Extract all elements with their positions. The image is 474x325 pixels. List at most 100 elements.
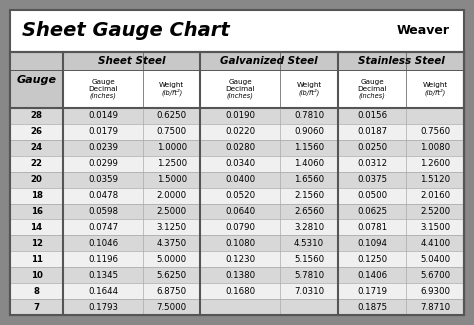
Text: Galvanized Steel: Galvanized Steel [220,56,318,66]
Text: 0.0280: 0.0280 [225,143,255,152]
Text: 0.1080: 0.1080 [225,239,255,248]
Text: Sheet Gauge Chart: Sheet Gauge Chart [22,21,230,41]
Bar [10,52,464,315]
Text: 0.0400: 0.0400 [225,175,255,184]
Text: 1.5120: 1.5120 [420,175,450,184]
Text: 6.8750: 6.8750 [156,287,187,296]
Text: 0.0359: 0.0359 [88,175,118,184]
Text: 0.0747: 0.0747 [88,223,118,232]
Text: 0.1046: 0.1046 [88,239,118,248]
Bar [10,299,464,315]
Bar [10,188,464,203]
Text: Gauge: Gauge [17,75,56,85]
Text: Gauge: Gauge [360,79,384,85]
Text: 0.0478: 0.0478 [88,191,118,200]
Text: 0.0156: 0.0156 [357,111,387,121]
Text: 0.0239: 0.0239 [88,143,118,152]
Text: 0.0598: 0.0598 [88,207,118,216]
Text: 0.0500: 0.0500 [357,191,387,200]
Text: 20: 20 [31,175,43,184]
Text: 18: 18 [31,191,43,200]
Text: 7.0310: 7.0310 [294,287,324,296]
Text: 0.0520: 0.0520 [225,191,255,200]
Bar [10,172,464,188]
Text: 12: 12 [31,239,43,248]
Text: 0.1094: 0.1094 [357,239,387,248]
Text: 2.6560: 2.6560 [294,207,324,216]
Text: 0.0220: 0.0220 [225,127,255,136]
Text: 0.0640: 0.0640 [225,207,255,216]
Text: 0.0299: 0.0299 [88,159,118,168]
Text: 7.5000: 7.5000 [156,303,187,312]
Text: 4.5310: 4.5310 [294,239,324,248]
Text: 1.4060: 1.4060 [294,159,324,168]
Text: 0.7500: 0.7500 [156,127,187,136]
Text: 5.6700: 5.6700 [420,271,450,280]
Text: 0.7810: 0.7810 [294,111,324,121]
Text: 0.6250: 0.6250 [156,111,187,121]
Text: (lb/ft²): (lb/ft²) [298,89,319,96]
Text: 5.7810: 5.7810 [294,271,324,280]
Text: 24: 24 [30,143,43,152]
Text: 0.0790: 0.0790 [225,223,255,232]
Text: 1.0080: 1.0080 [420,143,450,152]
Bar [10,156,464,172]
Text: 0.1793: 0.1793 [88,303,118,312]
Text: 16: 16 [31,207,43,216]
Text: 0.1406: 0.1406 [357,271,387,280]
Text: Sheet Steel: Sheet Steel [98,56,165,66]
Text: (inches): (inches) [90,93,117,99]
Bar [10,267,464,283]
Text: Gauge: Gauge [91,79,115,85]
Text: 0.0781: 0.0781 [357,223,387,232]
Text: 0.1345: 0.1345 [88,271,118,280]
Bar [10,203,464,219]
Text: 0.1380: 0.1380 [225,271,255,280]
Bar [10,251,464,267]
Text: 14: 14 [30,223,43,232]
Text: Weaver: Weaver [397,24,450,37]
Bar [10,140,464,156]
Text: 1.2500: 1.2500 [156,159,187,168]
Text: Gauge: Gauge [228,79,252,85]
Text: 0.0190: 0.0190 [225,111,255,121]
Text: Decimal: Decimal [357,86,387,92]
Text: Decimal: Decimal [226,86,255,92]
Text: Stainless Steel: Stainless Steel [357,56,444,66]
Text: Decimal: Decimal [88,86,118,92]
Text: 0.0250: 0.0250 [357,143,387,152]
Bar [10,52,63,108]
Text: (lb/ft²): (lb/ft²) [425,89,446,96]
Text: 2.1560: 2.1560 [294,191,324,200]
Text: 10: 10 [31,271,43,280]
Text: 2.5000: 2.5000 [156,207,187,216]
Text: 1.1560: 1.1560 [294,143,324,152]
Text: 2.0160: 2.0160 [420,191,450,200]
Text: 5.0000: 5.0000 [156,255,187,264]
Bar [10,283,464,299]
Text: 0.0187: 0.0187 [357,127,387,136]
Text: (inches): (inches) [227,93,254,99]
Text: 3.2810: 3.2810 [294,223,324,232]
Text: 26: 26 [31,127,43,136]
Text: 0.0375: 0.0375 [357,175,387,184]
Bar [10,108,464,124]
Text: 0.0625: 0.0625 [357,207,387,216]
Text: 5.6250: 5.6250 [156,271,187,280]
Text: 0.1644: 0.1644 [88,287,118,296]
Text: 0.7560: 0.7560 [420,127,450,136]
Text: (lb/ft²): (lb/ft²) [161,89,182,96]
Text: 0.1875: 0.1875 [357,303,387,312]
Text: 4.4100: 4.4100 [420,239,450,248]
Text: 0.9060: 0.9060 [294,127,324,136]
Text: 3.1250: 3.1250 [156,223,187,232]
Bar [201,52,338,70]
Text: 0.1196: 0.1196 [88,255,118,264]
Bar [338,52,464,70]
Text: 22: 22 [31,159,43,168]
Text: 1.6560: 1.6560 [294,175,324,184]
Text: 0.0149: 0.0149 [88,111,118,121]
Text: 0.0340: 0.0340 [225,159,255,168]
Text: 2.5200: 2.5200 [420,207,450,216]
Bar [10,235,464,251]
